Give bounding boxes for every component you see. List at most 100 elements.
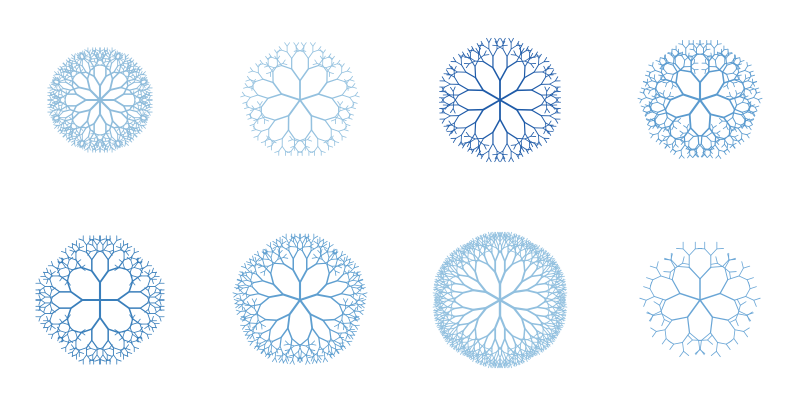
branch-line: [681, 70, 692, 72]
branch-line: [663, 82, 667, 83]
branch-line: [448, 323, 454, 324]
branch-line: [103, 240, 106, 245]
branch-line: [50, 270, 52, 274]
branch-line: [667, 117, 672, 121]
branch-line: [273, 337, 281, 341]
branch-line: [98, 145, 100, 149]
branch-line: [730, 126, 738, 128]
branch-line: [454, 307, 463, 308]
branch-line: [456, 302, 463, 307]
branch-line: [274, 284, 284, 294]
branch-line: [748, 103, 749, 107]
branch-line: [728, 51, 729, 55]
branch-line: [678, 121, 681, 123]
branch-line: [313, 359, 315, 363]
branch-line: [344, 257, 345, 261]
branch-line: [282, 236, 286, 238]
branch-line: [311, 344, 316, 345]
branch-line: [77, 337, 81, 340]
branch-line: [556, 319, 560, 320]
branch-line: [142, 266, 147, 269]
branch-line: [459, 84, 469, 90]
branch-line: [39, 317, 41, 321]
branch-line: [66, 62, 67, 66]
branch-line: [103, 340, 108, 347]
branch-line: [318, 94, 332, 98]
branch-line: [100, 90, 110, 100]
branch-line: [717, 83, 724, 95]
branch-line: [94, 114, 100, 124]
branch-line: [658, 128, 662, 133]
branch-line: [352, 84, 355, 87]
branch-line: [492, 253, 495, 261]
branch-line: [502, 364, 503, 368]
branch-line: [545, 109, 547, 114]
branch-line: [502, 253, 505, 261]
snowflake-tree-5: [36, 236, 164, 364]
branch-line: [443, 293, 448, 296]
branch-line: [674, 126, 677, 128]
branch-line: [666, 100, 671, 109]
branch-line: [64, 89, 71, 91]
branch-line: [331, 347, 332, 353]
branch-line: [92, 252, 97, 259]
branch-line: [148, 270, 150, 274]
branch-line: [339, 304, 342, 312]
branch-line: [448, 276, 454, 277]
branch-line: [502, 241, 504, 246]
branch-line: [484, 145, 486, 149]
branch-line: [670, 149, 672, 152]
branch-line: [40, 294, 45, 297]
branch-line: [339, 131, 342, 136]
branch-line: [76, 94, 86, 100]
branch-line: [705, 70, 706, 74]
branch-line: [558, 287, 563, 288]
branch-line: [346, 124, 350, 125]
branch-line: [722, 51, 723, 55]
branch-line: [287, 52, 292, 58]
branch-line: [353, 102, 357, 103]
branch-line: [338, 101, 340, 105]
branch-line: [110, 129, 112, 136]
branch-line: [299, 351, 300, 357]
branch-line: [449, 277, 454, 280]
branch-line: [749, 127, 751, 130]
branch-line: [116, 352, 120, 354]
branch-line: [560, 280, 564, 281]
branch-line: [700, 72, 709, 83]
branch-line: [334, 325, 338, 327]
branch-line: [51, 261, 53, 265]
branch-line: [133, 135, 134, 139]
branch-line: [307, 360, 310, 364]
branch-line: [740, 61, 744, 62]
branch-line: [114, 100, 124, 106]
branch-line: [667, 113, 677, 118]
branch-line: [438, 325, 442, 326]
branch-line: [484, 55, 489, 56]
branch-line: [243, 276, 247, 280]
branch-line: [296, 236, 300, 238]
branch-line: [282, 66, 292, 69]
branch-line: [244, 272, 250, 273]
branch-line: [449, 280, 455, 284]
branch-line: [341, 287, 347, 294]
branch-line: [258, 315, 266, 320]
branch-line: [524, 263, 525, 272]
branch-line: [92, 318, 100, 329]
branch-line: [653, 102, 658, 103]
branch-line: [126, 348, 130, 350]
branch-line: [66, 82, 72, 86]
branch-line: [742, 133, 747, 134]
branch-line: [47, 327, 49, 331]
branch-line: [717, 95, 730, 100]
branch-line: [660, 58, 661, 62]
branch-line: [326, 273, 329, 284]
branch-line: [758, 98, 762, 99]
branch-line: [689, 53, 690, 57]
branch-line: [728, 117, 733, 121]
branch-line: [537, 246, 539, 249]
branch-line: [720, 118, 723, 121]
branch-line: [737, 102, 743, 105]
branch-line: [66, 114, 72, 118]
branch-line: [558, 272, 562, 273]
